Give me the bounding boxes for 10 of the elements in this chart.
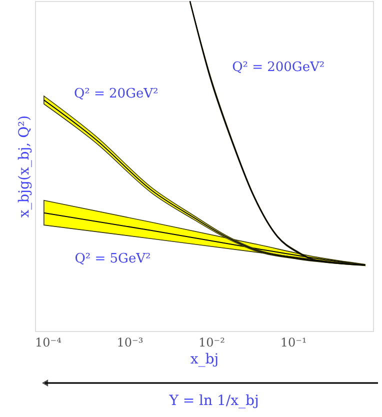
annotation: Q² = 20GeV² (74, 86, 158, 102)
annotation: Q² = 5GeV² (74, 251, 151, 266)
x-tick-label: 10⁻¹ (280, 336, 307, 350)
x-tick-label: 10⁻⁴ (34, 336, 62, 350)
annotation: Q² = 200GeV² (232, 60, 325, 75)
x-tick-label: 10⁻³ (116, 336, 144, 350)
y-axis-title: x_bjg(x_bj, Q²) (16, 115, 32, 218)
text: Y = ln 1/x_bj (168, 393, 259, 409)
x-axis-title: x_bj (190, 352, 219, 368)
x-tick-label: 10⁻² (198, 336, 226, 350)
